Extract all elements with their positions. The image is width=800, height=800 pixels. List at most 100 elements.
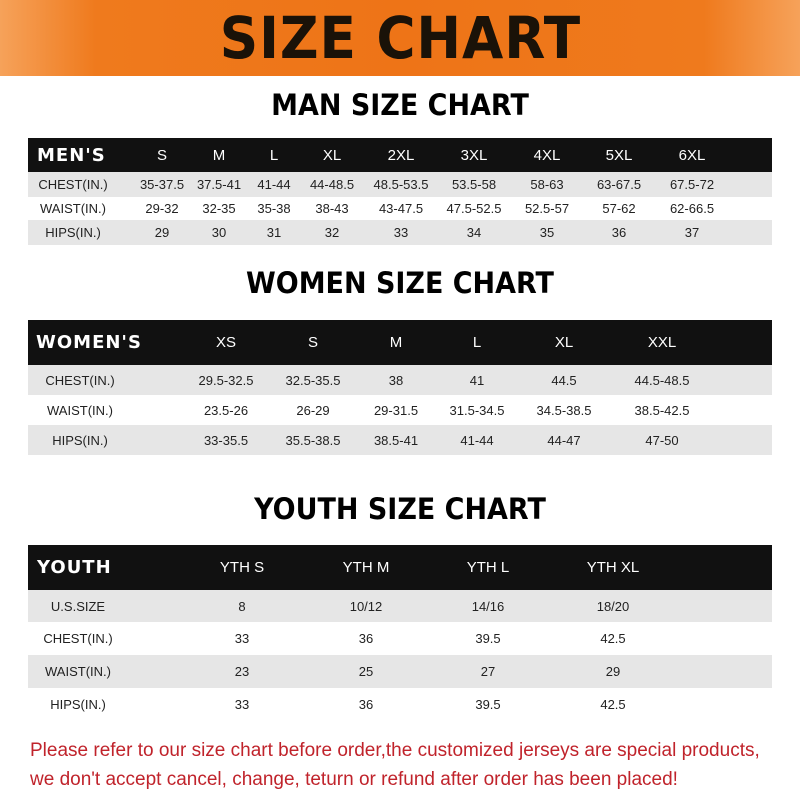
measurement-cell: 57-62 (602, 201, 636, 216)
table-row: CHEST(IN.) 29.5-32.5 32.5-35.5 38 41 44.5 44.5… (28, 365, 772, 395)
table-row: HIPS(IN.) 33 36 39.5 42.5 (28, 688, 772, 720)
row-label: CHEST(IN.) (45, 372, 115, 388)
measurement-cell: 43-47.5 (378, 201, 424, 216)
measurement-cell: 35-37.5 (139, 177, 185, 192)
size-header-cell: 6XL (678, 146, 706, 164)
measurement-cell: 14/16 (471, 598, 505, 614)
measurement-cell: 58-63 (530, 177, 564, 192)
disclaimer-note: Please refer to our size chart before or… (30, 736, 790, 794)
table-row: U.S.SIZE 8 10/12 14/16 18/20 (28, 590, 772, 622)
measurement-cell: 42.5 (600, 631, 626, 646)
table-row: HIPS(IN.) 33-35.5 35.5-38.5 38.5-41 41-44 44-… (28, 425, 772, 455)
measurement-cell: 29-31.5 (373, 402, 419, 418)
size-header-cell: 5XL (605, 146, 633, 164)
size-header-cell: XXL (647, 334, 677, 351)
measurement-cell: 39.5 (475, 696, 501, 712)
measurement-cell: 36 (358, 696, 374, 712)
measurement-cell: 33-35.5 (203, 432, 249, 448)
row-label: WAIST(IN.) (40, 201, 106, 216)
measurement-cell: 44.5 (551, 372, 577, 388)
measurement-cell: 33 (393, 225, 409, 240)
measurement-cell: 32-35 (202, 201, 236, 216)
measurement-cell: 38 (388, 372, 404, 388)
measurement-cell: 52.5-57 (524, 201, 570, 216)
measurement-cell: 67.5-72 (669, 177, 715, 192)
measurement-cell: 37.5-41 (196, 177, 242, 192)
disclaimer-line-1: Please refer to our size chart before or… (30, 740, 760, 761)
table-row: HIPS(IN.) 29 30 31 32 33 34 35 36 37 (28, 220, 772, 245)
measurement-cell: 38-43 (315, 201, 349, 216)
measurement-cell: 38.5-41 (373, 432, 419, 448)
measurement-cell: 41-44 (257, 177, 291, 192)
measurement-cell: 10/12 (349, 598, 383, 614)
measurement-cell: 35-38 (257, 201, 291, 216)
table-row: WAIST(IN.) 23 25 27 29 (28, 655, 772, 688)
men-chart-title: MAN SIZE CHART (271, 88, 529, 122)
measurement-cell: 37 (684, 225, 700, 240)
table-row: WAIST(IN.) 23.5-26 26-29 29-31.5 31.5-34.5 34… (28, 395, 772, 425)
measurement-cell: 47.5-52.5 (446, 201, 502, 216)
size-header-cell: L (269, 146, 279, 164)
size-chart-banner: SIZE CHART (0, 0, 800, 76)
table-row: CHEST(IN.) 35-37.5 37.5-41 41-44 44-48.5 48.5… (28, 172, 772, 197)
youth-chart-title: YOUTH SIZE CHART (254, 492, 546, 526)
men-size-table: MEN'S S M L XL 2XL 3XL 4XL 5XL 6XL CHEST(IN.) 35-37… (28, 138, 772, 245)
measurement-cell: 42.5 (600, 696, 626, 712)
size-header-cell: YTH M (342, 559, 390, 576)
size-header-cell: XL (322, 146, 342, 164)
measurement-cell: 47-50 (645, 432, 679, 448)
banner-title: SIZE CHART (219, 4, 581, 72)
size-header-cell: M (212, 146, 226, 164)
measurement-cell: 29 (154, 225, 170, 240)
row-label: CHEST(IN.) (43, 631, 113, 646)
measurement-cell: 27 (480, 664, 496, 679)
size-header-cell: YTH XL (586, 559, 640, 576)
measurement-cell: 48.5-53.5 (373, 177, 429, 192)
youth-size-table: YOUTH YTH S YTH M YTH L YTH XL U.S.SIZE 8 10/12… (28, 545, 772, 720)
measurement-cell: 25 (358, 664, 374, 679)
size-header-cell: YTH S (219, 559, 265, 576)
measurement-cell: 29.5-32.5 (198, 372, 254, 388)
row-label: HIPS(IN.) (50, 696, 106, 712)
measurement-cell: 23 (234, 664, 250, 679)
measurement-cell: 23.5-26 (203, 402, 249, 418)
measurement-cell: 32.5-35.5 (285, 372, 341, 388)
measurement-cell: 62-66.5 (669, 201, 715, 216)
measurement-cell: 18/20 (596, 598, 630, 614)
measurement-cell: 31 (266, 225, 282, 240)
measurement-cell: 31.5-34.5 (449, 402, 505, 418)
measurement-cell: 36 (358, 631, 374, 646)
measurement-cell: 30 (211, 225, 227, 240)
measurement-cell: 44.5-48.5 (634, 372, 690, 388)
measurement-cell: 35 (539, 225, 555, 240)
size-header-cell: S (156, 146, 168, 164)
size-header-cell: 2XL (387, 146, 415, 164)
measurement-cell: 33 (234, 696, 250, 712)
women-chart-title: WOMEN SIZE CHART (246, 266, 554, 300)
measurement-cell: 53.5-58 (451, 177, 497, 192)
size-header-cell: 3XL (460, 146, 488, 164)
table-header-row: YOUTH YTH S YTH M YTH L YTH XL (28, 545, 772, 590)
measurement-cell: 41-44 (460, 432, 494, 448)
measurement-cell: 26-29 (296, 402, 330, 418)
size-header-cell: L (472, 334, 482, 351)
table-row: CHEST(IN.) 33 36 39.5 42.5 (28, 622, 772, 655)
disclaimer-line-2: we don't accept cancel, change, teturn o… (30, 769, 678, 790)
row-label: HIPS(IN.) (45, 225, 101, 240)
measurement-cell: 39.5 (475, 631, 501, 646)
measurement-cell: 44-48.5 (309, 177, 355, 192)
measurement-cell: 38.5-42.5 (634, 402, 690, 418)
header-label: YOUTH (37, 557, 112, 578)
women-size-table: WOMEN'S XS S M L XL XXL CHEST(IN.) 29.5-32.5 32.5… (28, 320, 772, 455)
size-header-cell: M (389, 334, 403, 351)
measurement-cell: 36 (611, 225, 627, 240)
measurement-cell: 33 (234, 631, 250, 646)
row-label: HIPS(IN.) (52, 432, 108, 448)
row-label: WAIST(IN.) (47, 402, 113, 418)
table-row: WAIST(IN.) 29-32 32-35 35-38 38-43 43-47.5 47.… (28, 197, 772, 220)
table-header-row: MEN'S S M L XL 2XL 3XL 4XL 5XL 6XL (28, 138, 772, 172)
measurement-cell: 41 (469, 372, 485, 388)
row-label: WAIST(IN.) (45, 664, 111, 679)
size-header-cell: S (307, 334, 319, 351)
measurement-cell: 44-47 (547, 432, 581, 448)
